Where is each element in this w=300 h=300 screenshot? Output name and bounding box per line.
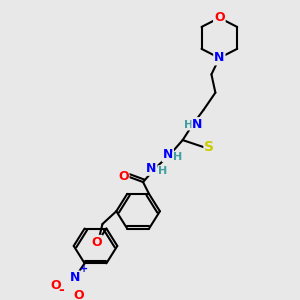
Text: H: H: [173, 152, 182, 162]
Text: +: +: [80, 264, 88, 274]
Text: O: O: [91, 236, 102, 249]
Text: H: H: [184, 120, 193, 130]
Text: -: -: [58, 283, 64, 297]
Text: N: N: [146, 162, 156, 175]
Text: O: O: [214, 11, 225, 24]
Text: N: N: [70, 272, 80, 284]
Text: N: N: [192, 118, 203, 131]
Text: O: O: [51, 279, 61, 292]
Text: N: N: [163, 148, 173, 161]
Text: N: N: [214, 52, 224, 64]
Text: S: S: [204, 140, 214, 154]
Text: O: O: [118, 170, 129, 183]
Text: H: H: [158, 166, 167, 176]
Text: O: O: [74, 289, 84, 300]
